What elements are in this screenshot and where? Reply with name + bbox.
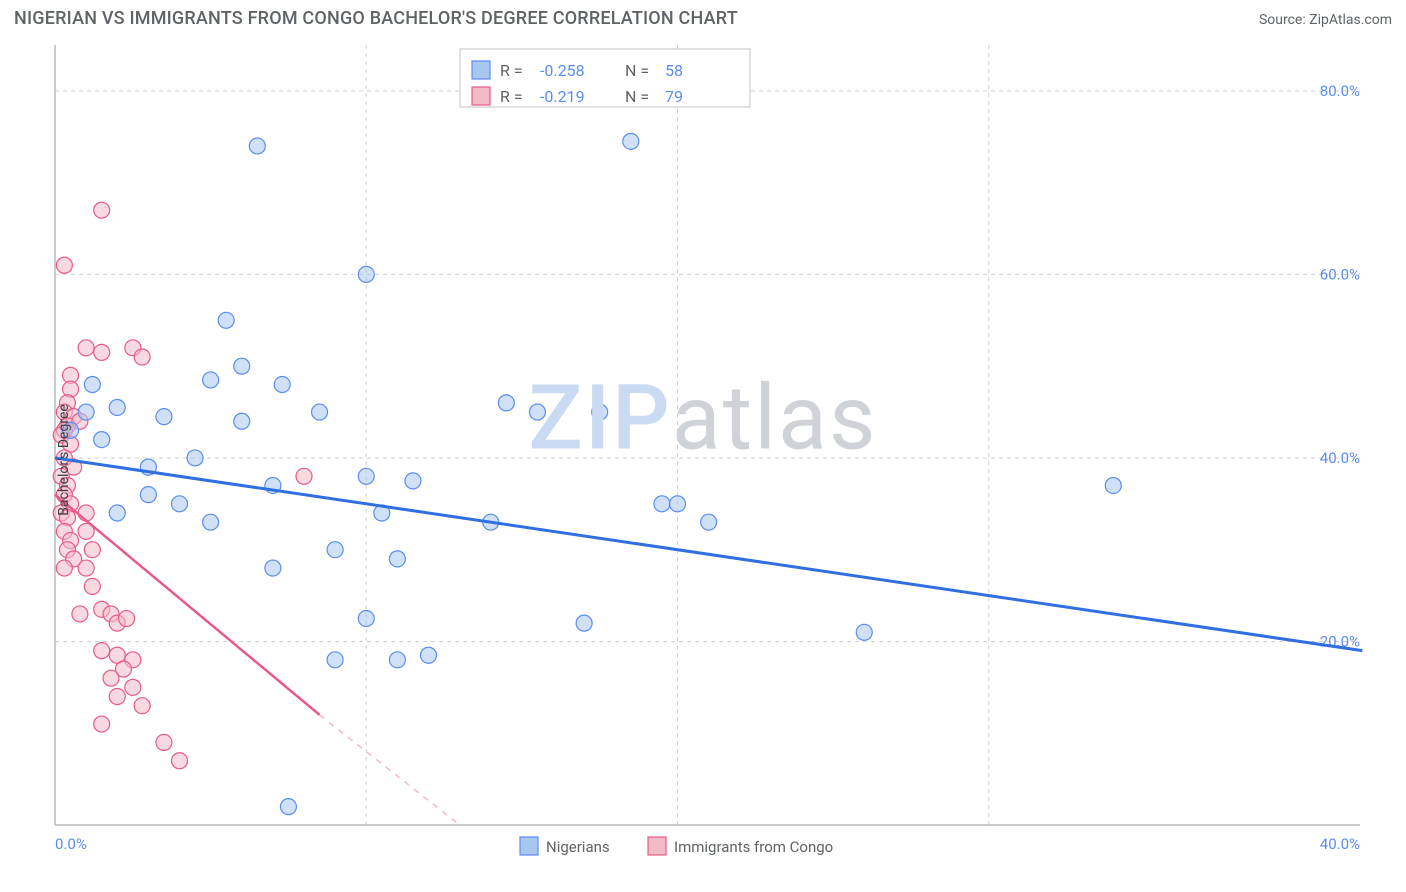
point-nigerians <box>654 496 670 512</box>
x-tick-label: 0.0% <box>55 835 87 853</box>
point-nigerians <box>670 496 686 512</box>
point-congo <box>103 670 119 686</box>
point-congo <box>56 257 72 273</box>
point-congo <box>119 611 135 627</box>
point-congo <box>134 349 150 365</box>
point-nigerians <box>265 560 281 576</box>
point-congo <box>109 689 125 705</box>
point-nigerians <box>405 473 421 489</box>
x-tick-label: 40.0% <box>1320 835 1360 853</box>
point-congo <box>78 560 94 576</box>
point-nigerians <box>187 450 203 466</box>
chart-header: NIGERIAN VS IMMIGRANTS FROM CONGO BACHEL… <box>0 0 1406 35</box>
stats-value-R: -0.219 <box>540 87 585 106</box>
stats-value-R: -0.258 <box>540 61 585 80</box>
point-nigerians <box>312 404 328 420</box>
legend-swatch <box>520 837 538 855</box>
y-axis-label: Bachelor's Degree <box>56 404 72 516</box>
point-congo <box>84 542 100 558</box>
legend-label: Nigerians <box>546 838 610 856</box>
point-nigerians <box>529 404 545 420</box>
stats-label-R: R = <box>500 87 523 106</box>
point-nigerians <box>623 133 639 149</box>
stats-label-N: N = <box>625 87 649 106</box>
trend-line-nigerians <box>55 458 1362 651</box>
point-congo <box>78 340 94 356</box>
point-nigerians <box>234 358 250 374</box>
stats-value-N: 79 <box>665 87 683 106</box>
point-nigerians <box>1105 477 1121 493</box>
point-nigerians <box>576 615 592 631</box>
point-congo <box>94 643 110 659</box>
point-congo <box>84 578 100 594</box>
point-congo <box>72 606 88 622</box>
y-tick-label: 40.0% <box>1320 449 1360 467</box>
point-nigerians <box>218 312 234 328</box>
point-congo <box>94 202 110 218</box>
point-nigerians <box>327 652 343 668</box>
point-nigerians <box>421 647 437 663</box>
point-nigerians <box>358 266 374 282</box>
point-nigerians <box>156 409 172 425</box>
stats-value-N: 58 <box>665 61 683 80</box>
point-congo <box>125 679 141 695</box>
point-congo <box>56 560 72 576</box>
point-nigerians <box>327 542 343 558</box>
point-nigerians <box>109 505 125 521</box>
point-congo <box>78 505 94 521</box>
point-congo <box>296 468 312 484</box>
point-nigerians <box>172 496 188 512</box>
point-nigerians <box>701 514 717 530</box>
point-nigerians <box>856 624 872 640</box>
point-nigerians <box>203 372 219 388</box>
stats-label-N: N = <box>625 61 649 80</box>
chart-area: Bachelor's Degree ZIPatlas 20.0%40.0%60.… <box>0 35 1406 885</box>
point-congo <box>94 716 110 732</box>
point-congo <box>134 698 150 714</box>
point-nigerians <box>140 487 156 503</box>
y-tick-label: 60.0% <box>1320 265 1360 283</box>
point-congo <box>172 753 188 769</box>
y-tick-label: 80.0% <box>1320 82 1360 100</box>
point-nigerians <box>498 395 514 411</box>
point-nigerians <box>358 611 374 627</box>
legend-swatch <box>648 837 666 855</box>
point-nigerians <box>274 377 290 393</box>
point-nigerians <box>358 468 374 484</box>
bottom-legend: Nigerians Immigrants from Congo <box>520 837 833 856</box>
point-congo <box>94 344 110 360</box>
stats-swatch <box>472 87 490 105</box>
point-congo <box>156 734 172 750</box>
point-nigerians <box>203 514 219 530</box>
trend-line-congo-extrapolated <box>320 715 460 825</box>
chart-source: Source: ZipAtlas.com <box>1259 12 1392 28</box>
point-nigerians <box>592 404 608 420</box>
point-nigerians <box>389 551 405 567</box>
point-nigerians <box>234 413 250 429</box>
point-nigerians <box>249 138 265 154</box>
point-nigerians <box>78 404 94 420</box>
point-nigerians <box>84 377 100 393</box>
point-nigerians <box>94 432 110 448</box>
point-nigerians <box>109 399 125 415</box>
legend-label: Immigrants from Congo <box>674 838 833 856</box>
chart-title: NIGERIAN VS IMMIGRANTS FROM CONGO BACHEL… <box>14 8 738 29</box>
chart-svg: 20.0%40.0%60.0%80.0%0.0%40.0%R =-0.258N … <box>0 35 1406 885</box>
point-nigerians <box>280 799 296 815</box>
stats-label-R: R = <box>500 61 523 80</box>
point-nigerians <box>389 652 405 668</box>
stats-swatch <box>472 61 490 79</box>
